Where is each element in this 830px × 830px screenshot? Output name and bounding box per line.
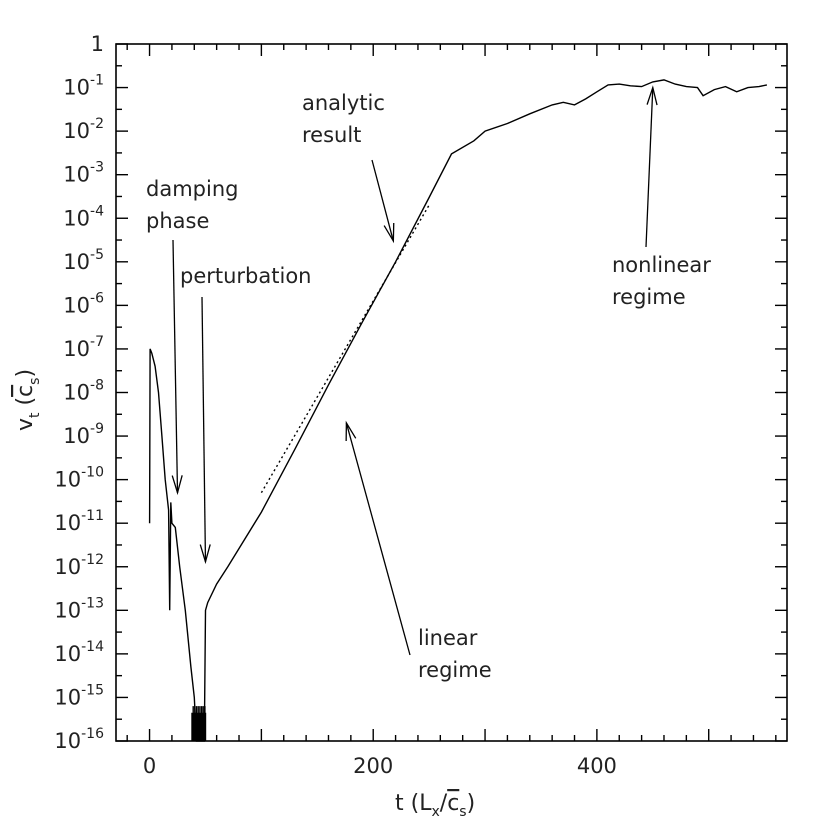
annotation-arrow <box>172 239 179 493</box>
simulation-line <box>148 79 768 742</box>
arrow-head <box>646 85 658 106</box>
x-axis-title: t (Lx/cs) <box>395 791 475 820</box>
annotation: linear regime <box>345 420 492 682</box>
annotation-text: regime <box>612 285 686 309</box>
y-tick-label: 10-16 <box>54 726 104 753</box>
annotation-arrow <box>645 87 654 248</box>
arrow-head <box>383 223 395 244</box>
annotation: nonlinear regime <box>612 85 711 309</box>
y-tick-label: 1 <box>91 32 104 56</box>
arrow-head <box>345 420 357 441</box>
annotation-arrow <box>371 159 394 242</box>
annotations: analytic result damping phase perturbation no… <box>146 85 711 682</box>
y-tick-label: 10-1 <box>63 73 104 100</box>
x-tick-label: 400 <box>577 754 617 778</box>
tick-marks <box>116 43 787 742</box>
annotation-arrow <box>345 422 411 656</box>
annotation-text: nonlinear <box>612 253 711 277</box>
series-lines <box>148 79 768 742</box>
y-tick-label: 10-15 <box>54 682 104 709</box>
y-tick-label: 10-11 <box>54 508 104 535</box>
y-tick-label: 10-6 <box>63 290 104 317</box>
annotation-text: analytic <box>302 91 385 115</box>
annotation-text: phase <box>146 209 209 233</box>
y-tick-label: 10-14 <box>54 639 104 666</box>
annotation-arrow <box>201 296 207 562</box>
x-tick-label: 0 <box>143 754 156 778</box>
annotation: analytic result <box>302 91 395 244</box>
annotation-text: linear <box>418 626 478 650</box>
noise-band <box>191 706 207 741</box>
annotation: perturbation <box>180 264 312 565</box>
x-tick-label: 200 <box>353 754 393 778</box>
annotation-text: perturbation <box>180 264 312 288</box>
y-tick-label: 10-7 <box>63 334 104 361</box>
x-tick-labels: 0 200 400 <box>143 754 617 778</box>
annotation-text: result <box>302 123 361 147</box>
y-tick-label: 10-9 <box>63 421 104 448</box>
y-tick-label: 10-3 <box>63 160 104 187</box>
annotation: damping phase <box>146 177 238 496</box>
y-tick-label: 10-10 <box>54 465 104 492</box>
y-tick-label: 10-2 <box>63 116 104 143</box>
y-axis-title: vt (cs) <box>13 369 43 431</box>
y-tick-label: 10-8 <box>63 378 104 405</box>
annotation-text: regime <box>418 658 492 682</box>
arrow-head <box>199 544 211 565</box>
y-tick-label: 10-13 <box>54 595 104 622</box>
annotation-text: damping <box>146 177 238 201</box>
y-tick-label: 10-4 <box>63 203 104 230</box>
y-tick-label: 10-5 <box>63 247 104 274</box>
arrow-head <box>171 475 183 496</box>
analytic-result-line <box>260 204 430 494</box>
y-tick-label: 10-12 <box>54 552 104 579</box>
y-tick-labels: 1 10-1 10-2 10-3 10-4 10-5 10-6 10-7 10-8 10-9 10-… <box>54 32 104 753</box>
